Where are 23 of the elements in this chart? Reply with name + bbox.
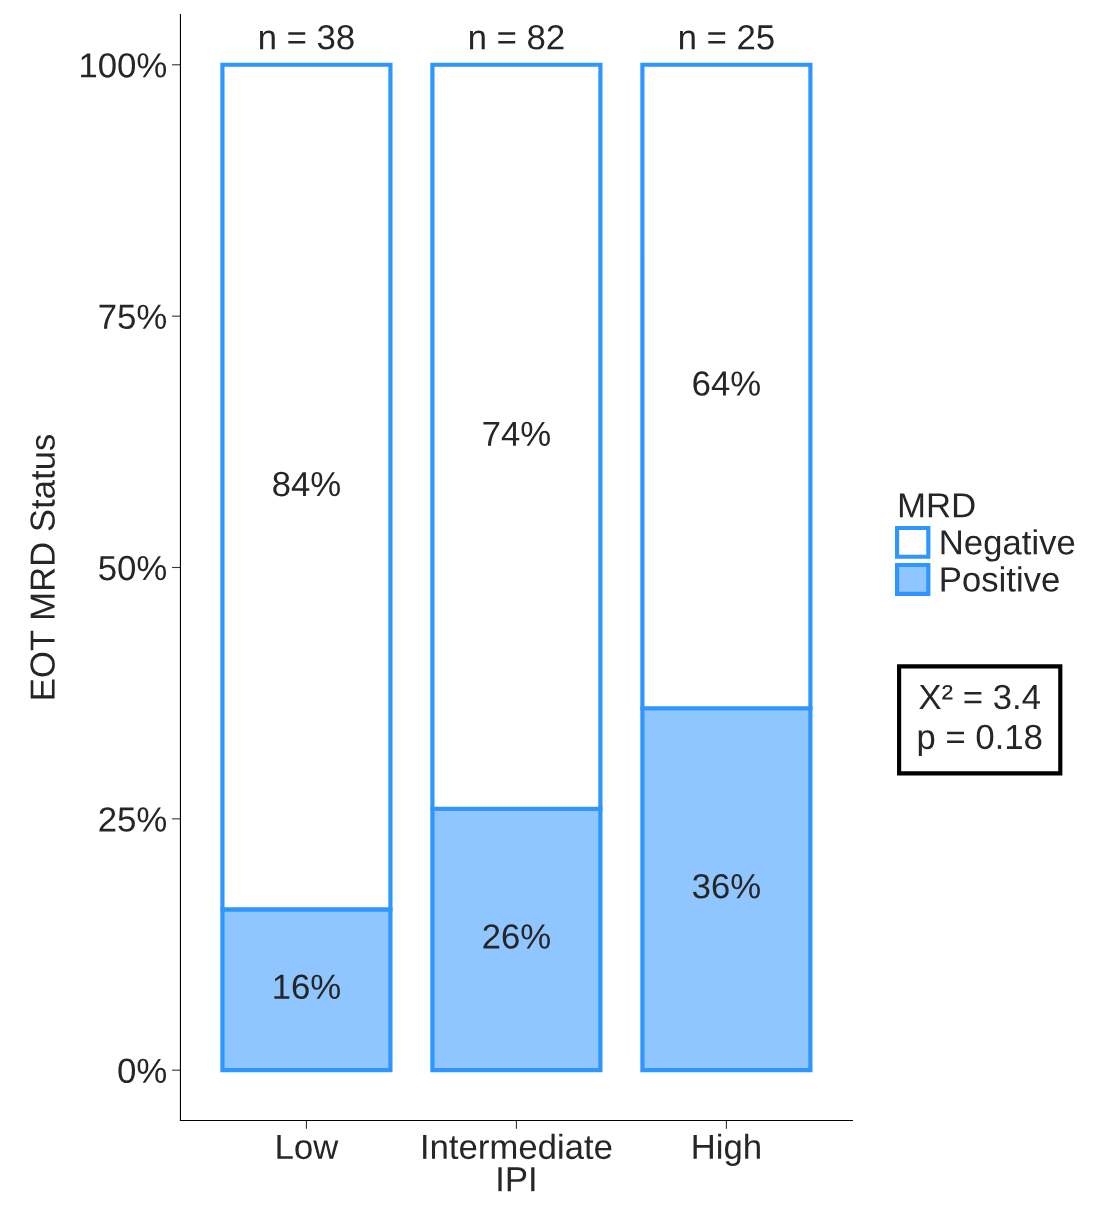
- data-label: 84%: [273, 471, 340, 497]
- y-tick-label: 25%: [99, 807, 167, 832]
- text: X² = 3.4 p = 0.18: [918, 684, 1042, 757]
- y-axis-title: EOT MRD Status: [30, 434, 55, 699]
- x-tick-label: Intermediate: [423, 1133, 612, 1160]
- annotation: n = 25: [679, 25, 774, 50]
- legend-label: Positive: [941, 566, 1059, 592]
- annotation: n = 82: [469, 25, 564, 50]
- legend-label: Negative: [941, 529, 1075, 562]
- y-tick-label: 50%: [99, 555, 167, 581]
- x-axis-title: IPI: [498, 1167, 535, 1192]
- legend-title: MRD: [899, 493, 975, 518]
- y-tick-label: 0%: [118, 1058, 167, 1084]
- data-label: 64%: [693, 371, 760, 396]
- data-label: 16%: [274, 974, 340, 1000]
- data-label: 36%: [692, 873, 760, 899]
- data-label: 74%: [483, 421, 550, 446]
- x-tick-label: High: [693, 1133, 760, 1167]
- x-tick-label: Low: [277, 1134, 339, 1160]
- y-tick-label: 75%: [99, 304, 167, 330]
- y-tick-label: 100%: [81, 53, 167, 78]
- data-label: 26%: [483, 924, 550, 949]
- annotation: n = 38: [259, 25, 354, 50]
